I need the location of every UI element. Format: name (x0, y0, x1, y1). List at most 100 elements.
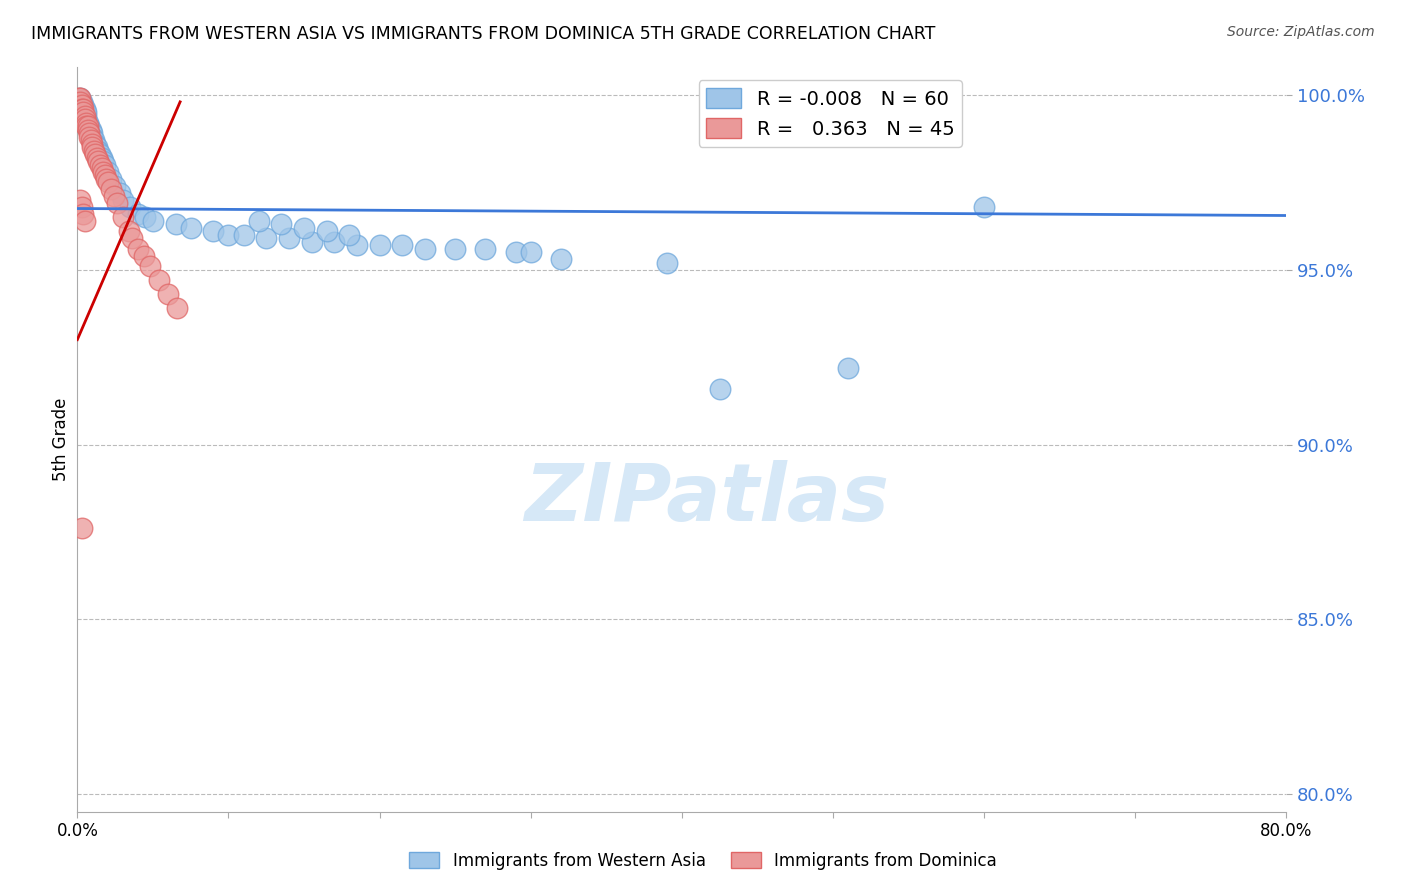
Point (70, 98, 93, 112)
Point (79, 129, 101, 144)
Point (86, 140, 108, 154)
Point (82, 140, 104, 154)
Point (87, 144, 110, 158)
Point (520, 245, 543, 260)
Point (550, 252, 572, 267)
Point (292, 220, 315, 235)
Point (270, 217, 292, 231)
Point (104, 178, 127, 193)
Text: IMMIGRANTS FROM WESTERN ASIA VS IMMIGRANTS FROM DOMINICA 5TH GRADE CORRELATION C: IMMIGRANTS FROM WESTERN ASIA VS IMMIGRAN… (31, 25, 935, 43)
Point (655, 256, 678, 270)
Point (73, 112, 96, 127)
Point (75, 120, 97, 134)
Point (69, 91, 91, 105)
Point (69, 95, 91, 109)
Point (84, 147, 107, 161)
Point (105, 196, 128, 211)
Text: ZIPatlas: ZIPatlas (523, 460, 889, 538)
Point (84, 136, 107, 151)
Point (83, 133, 105, 147)
Point (709, 382, 731, 396)
Point (100, 182, 122, 196)
Point (232, 227, 254, 242)
Point (157, 287, 180, 301)
Point (413, 242, 436, 256)
Point (166, 301, 188, 315)
Point (77, 120, 100, 134)
Point (218, 227, 240, 242)
Point (72, 102, 94, 116)
Point (70, 521, 93, 535)
Point (111, 211, 134, 225)
Point (82, 126, 104, 140)
Point (127, 207, 149, 221)
Point (121, 231, 143, 245)
Point (132, 249, 155, 263)
Point (120, 200, 142, 214)
Point (323, 235, 346, 249)
Point (90, 151, 112, 165)
Point (118, 224, 141, 238)
Point (70, 200, 93, 214)
Point (86, 151, 108, 165)
Point (93, 158, 115, 172)
Point (72, 102, 94, 116)
Point (474, 242, 496, 256)
Point (127, 242, 149, 256)
Point (72, 98, 94, 112)
Point (346, 238, 368, 252)
Point (80, 133, 103, 147)
Point (69, 193, 91, 207)
Point (100, 171, 122, 186)
Point (72, 105, 94, 120)
Point (75, 105, 97, 120)
Point (75, 112, 97, 127)
Point (837, 360, 859, 375)
Point (391, 238, 413, 252)
Point (111, 193, 134, 207)
Point (148, 273, 170, 287)
Point (368, 238, 391, 252)
Point (67, 91, 90, 105)
Y-axis label: 5th Grade: 5th Grade (52, 398, 70, 481)
Point (77, 123, 100, 137)
Point (91, 165, 114, 179)
Point (973, 200, 995, 214)
Point (165, 217, 187, 231)
Point (69, 91, 91, 105)
Point (505, 245, 527, 260)
Point (202, 224, 225, 238)
Point (108, 186, 131, 200)
Point (75, 109, 97, 123)
Point (87, 154, 110, 169)
Point (82, 136, 104, 151)
Point (96, 165, 118, 179)
Point (73, 109, 96, 123)
Point (75, 116, 97, 130)
Point (142, 213, 165, 227)
Point (90, 161, 112, 176)
Point (247, 213, 270, 227)
Point (83, 144, 105, 158)
Point (82, 129, 104, 144)
Point (89, 147, 111, 161)
Point (79, 120, 101, 134)
Point (96, 175, 118, 189)
Point (93, 169, 115, 183)
Point (80, 123, 103, 137)
Point (73, 105, 96, 120)
Point (70, 98, 93, 112)
Point (73, 102, 96, 116)
Legend: Immigrants from Western Asia, Immigrants from Dominica: Immigrants from Western Asia, Immigrants… (402, 846, 1004, 877)
Point (254, 231, 277, 245)
Point (278, 231, 301, 245)
Point (139, 259, 162, 273)
Point (444, 242, 467, 256)
Point (301, 235, 323, 249)
Point (315, 224, 337, 238)
Point (79, 126, 101, 140)
Point (94, 171, 117, 186)
Legend: R = -0.008   N = 60, R =   0.363   N = 45: R = -0.008 N = 60, R = 0.363 N = 45 (699, 80, 962, 146)
Point (337, 227, 360, 242)
Point (91, 154, 114, 169)
